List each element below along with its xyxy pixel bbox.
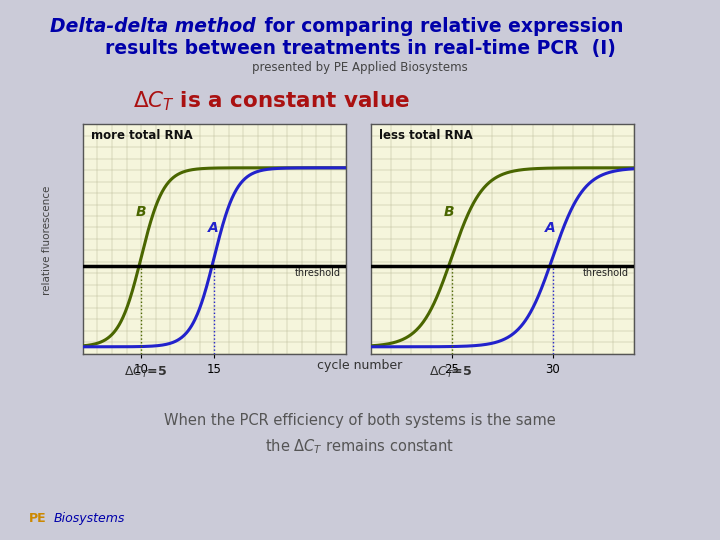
- Text: $\Delta C_T$ is a constant value: $\Delta C_T$ is a constant value: [133, 89, 410, 113]
- Text: results between treatments in real-time PCR  (I): results between treatments in real-time …: [104, 39, 616, 58]
- Text: cycle number: cycle number: [318, 359, 402, 372]
- Text: Biosystems: Biosystems: [54, 512, 125, 525]
- Text: $\Delta C_T$=5: $\Delta C_T$=5: [124, 364, 167, 380]
- Text: Delta-delta method: Delta-delta method: [50, 17, 256, 36]
- Text: A: A: [544, 221, 555, 235]
- Text: presented by PE Applied Biosystems: presented by PE Applied Biosystems: [252, 61, 468, 74]
- Text: more total RNA: more total RNA: [91, 129, 192, 142]
- Text: less total RNA: less total RNA: [379, 129, 472, 142]
- Text: threshold: threshold: [294, 268, 341, 278]
- Text: for comparing relative expression: for comparing relative expression: [258, 17, 624, 36]
- Text: threshold: threshold: [582, 268, 629, 278]
- Text: B: B: [135, 205, 146, 219]
- Text: $\Delta C_T$=5: $\Delta C_T$=5: [429, 364, 472, 380]
- Text: the $\Delta C_T$ remains constant: the $\Delta C_T$ remains constant: [266, 437, 454, 456]
- Text: When the PCR efficiency of both systems is the same: When the PCR efficiency of both systems …: [164, 413, 556, 428]
- Text: relative fluorescence: relative fluorescence: [42, 186, 52, 295]
- Text: B: B: [444, 205, 454, 219]
- Text: PE: PE: [29, 512, 46, 525]
- Text: A: A: [208, 221, 219, 235]
